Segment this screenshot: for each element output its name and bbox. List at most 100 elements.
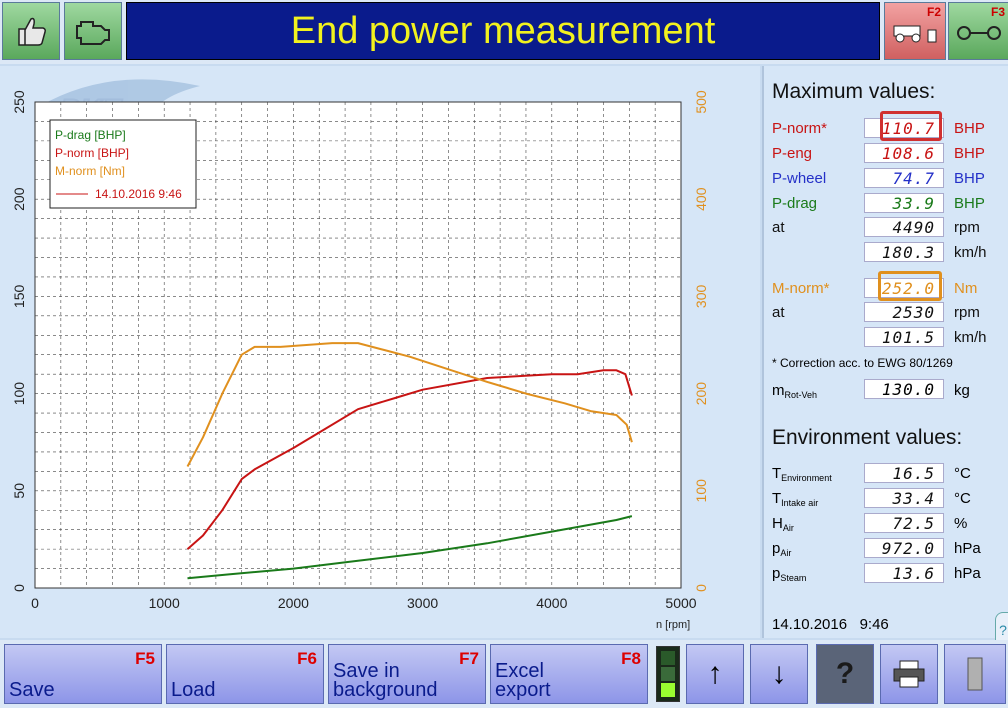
x-tick-label: 0 xyxy=(31,595,39,611)
mrot-value: 130.0 xyxy=(864,379,944,399)
x-tick-label: 2000 xyxy=(278,595,309,611)
save-in-background-button[interactable]: F7 Save in background xyxy=(328,644,486,704)
max-row-unit: km/h xyxy=(954,329,987,346)
env-row-value: 972.0 xyxy=(864,538,944,558)
door-icon xyxy=(967,657,983,691)
timestamp: 14.10.2016 9:46 xyxy=(772,616,889,633)
save-bg-label: Save in background xyxy=(333,660,438,701)
values-panel: Maximum values: P-norm* 110.7 BHP P-eng 108.… xyxy=(762,66,1008,648)
f3-key-label: F3 xyxy=(990,5,1005,19)
max-row-label: at xyxy=(772,304,785,321)
x-tick-label: 5000 xyxy=(665,595,696,611)
y-left-tick-label: 100 xyxy=(11,382,27,406)
env-row-value: 16.5 xyxy=(864,463,944,483)
m-norm-highlight xyxy=(878,271,942,301)
legend-m-norm: M-norm [Nm] xyxy=(55,164,125,178)
env-row-value: 72.5 xyxy=(864,513,944,533)
excel-key: F8 xyxy=(621,649,641,668)
load-key: F6 xyxy=(297,649,317,668)
p-norm-highlight xyxy=(880,111,942,141)
plot-ticks: 0 1000 2000 3000 4000 5000 0 50 100 150 200 250 0 100… xyxy=(11,90,709,611)
y-left-tick-label: 250 xyxy=(11,90,27,114)
env-row-unit: °C xyxy=(954,490,971,507)
max-row-unit: rpm xyxy=(954,219,980,236)
thumbs-up-button[interactable] xyxy=(2,2,60,60)
save-label: Save xyxy=(9,679,55,701)
max-row-value: 180.3 xyxy=(864,242,944,262)
max-row-value: 101.5 xyxy=(864,327,944,347)
y-left-tick-label: 200 xyxy=(11,187,27,211)
max-row-value: 252.0 xyxy=(864,278,944,298)
series-line-p-norm xyxy=(186,369,633,550)
y-right-tick-label: 300 xyxy=(693,285,709,309)
vehicle-on-dyno-icon xyxy=(893,25,937,43)
max-row-label: at xyxy=(772,219,785,236)
max-row-label: M-norm* xyxy=(772,280,830,297)
chart-legend: P-drag [BHP] P-norm [BHP] M-norm [Nm] 14… xyxy=(49,119,197,209)
rollers-icon xyxy=(957,26,1001,40)
env-row-label: TIntake air xyxy=(772,490,819,508)
max-row-unit: rpm xyxy=(954,304,980,321)
series-line-p-drag xyxy=(187,515,633,580)
exit-button[interactable] xyxy=(944,644,1006,704)
y-right-tick-label: 0 xyxy=(693,584,709,592)
series-line-m-norm xyxy=(186,342,633,467)
env-row-label: HAir xyxy=(772,515,794,533)
x-tick-label: 1000 xyxy=(149,595,180,611)
env-row-label: pAir xyxy=(772,540,792,558)
print-button[interactable] xyxy=(880,644,938,704)
legend-run: 14.10.2016 9:46 xyxy=(95,187,182,201)
load-button[interactable]: F6 Load xyxy=(166,644,324,704)
max-row-value: 108.6 xyxy=(864,143,944,163)
down-arrow-icon: ↓ xyxy=(771,657,787,690)
scroll-up-button[interactable]: ↑ xyxy=(686,644,744,704)
f2-dyno-button[interactable]: F2 xyxy=(884,2,946,60)
max-row-label: P-norm* xyxy=(772,120,828,137)
y-right-tick-label: 400 xyxy=(693,187,709,211)
env-row-unit: hPa xyxy=(954,540,981,557)
save-key: F5 xyxy=(135,649,155,668)
mrot-label: mRot-Veh xyxy=(772,382,818,400)
engine-button[interactable] xyxy=(64,2,122,60)
env-row-label: TEnvironment xyxy=(772,465,832,483)
max-row-unit: km/h xyxy=(954,244,987,261)
scroll-down-button[interactable]: ↓ xyxy=(750,644,808,704)
legend-p-norm: P-norm [BHP] xyxy=(55,146,129,160)
power-chart: PKE 010002000300040005000050100150200250… xyxy=(11,79,709,631)
env-values-title: Environment values: xyxy=(772,426,963,449)
top-bar: End power measurement F2 F3 xyxy=(0,0,1008,64)
max-row-label: P-drag xyxy=(772,195,818,212)
bottom-bar: F5 Save F6 Load F7 Save in background F8 … xyxy=(0,640,1008,708)
traffic-light-icon xyxy=(656,646,680,702)
save-button[interactable]: F5 Save xyxy=(4,644,162,704)
help-icon: ? xyxy=(835,657,855,690)
max-row-value: 2530 xyxy=(864,302,944,322)
max-row-label: P-eng xyxy=(772,145,813,162)
x-axis-label: n [rpm] xyxy=(656,619,690,631)
help-button[interactable]: ? xyxy=(816,644,874,704)
x-tick-label: 4000 xyxy=(536,595,567,611)
y-left-tick-label: 150 xyxy=(11,285,27,309)
max-row-value: 74.7 xyxy=(864,168,944,188)
printer-icon xyxy=(893,660,925,688)
plot-series xyxy=(186,342,633,580)
y-right-tick-label: 100 xyxy=(693,479,709,503)
env-row-label: pSteam xyxy=(772,565,807,583)
y-left-tick-label: 50 xyxy=(11,483,27,499)
max-row-unit: BHP xyxy=(954,195,985,212)
engine-icon xyxy=(76,21,110,45)
excel-export-button[interactable]: F8 Excel export xyxy=(490,644,648,704)
y-right-tick-label: 500 xyxy=(693,90,709,114)
save-bg-key: F7 xyxy=(459,649,479,668)
env-row-unit: % xyxy=(954,515,968,532)
f2-key-label: F2 xyxy=(926,5,941,19)
env-row-value: 13.6 xyxy=(864,563,944,583)
correction-note: * Correction acc. to EWG 80/1269 xyxy=(772,356,953,370)
max-row-label: P-wheel xyxy=(772,170,827,187)
env-row-value: 33.4 xyxy=(864,488,944,508)
max-row-value: 33.9 xyxy=(864,193,944,213)
mrot-unit: kg xyxy=(954,382,970,399)
legend-p-drag: P-drag [BHP] xyxy=(55,128,126,142)
f3-roller-button[interactable]: F3 xyxy=(948,2,1008,60)
thumbs-up-icon xyxy=(18,17,46,46)
